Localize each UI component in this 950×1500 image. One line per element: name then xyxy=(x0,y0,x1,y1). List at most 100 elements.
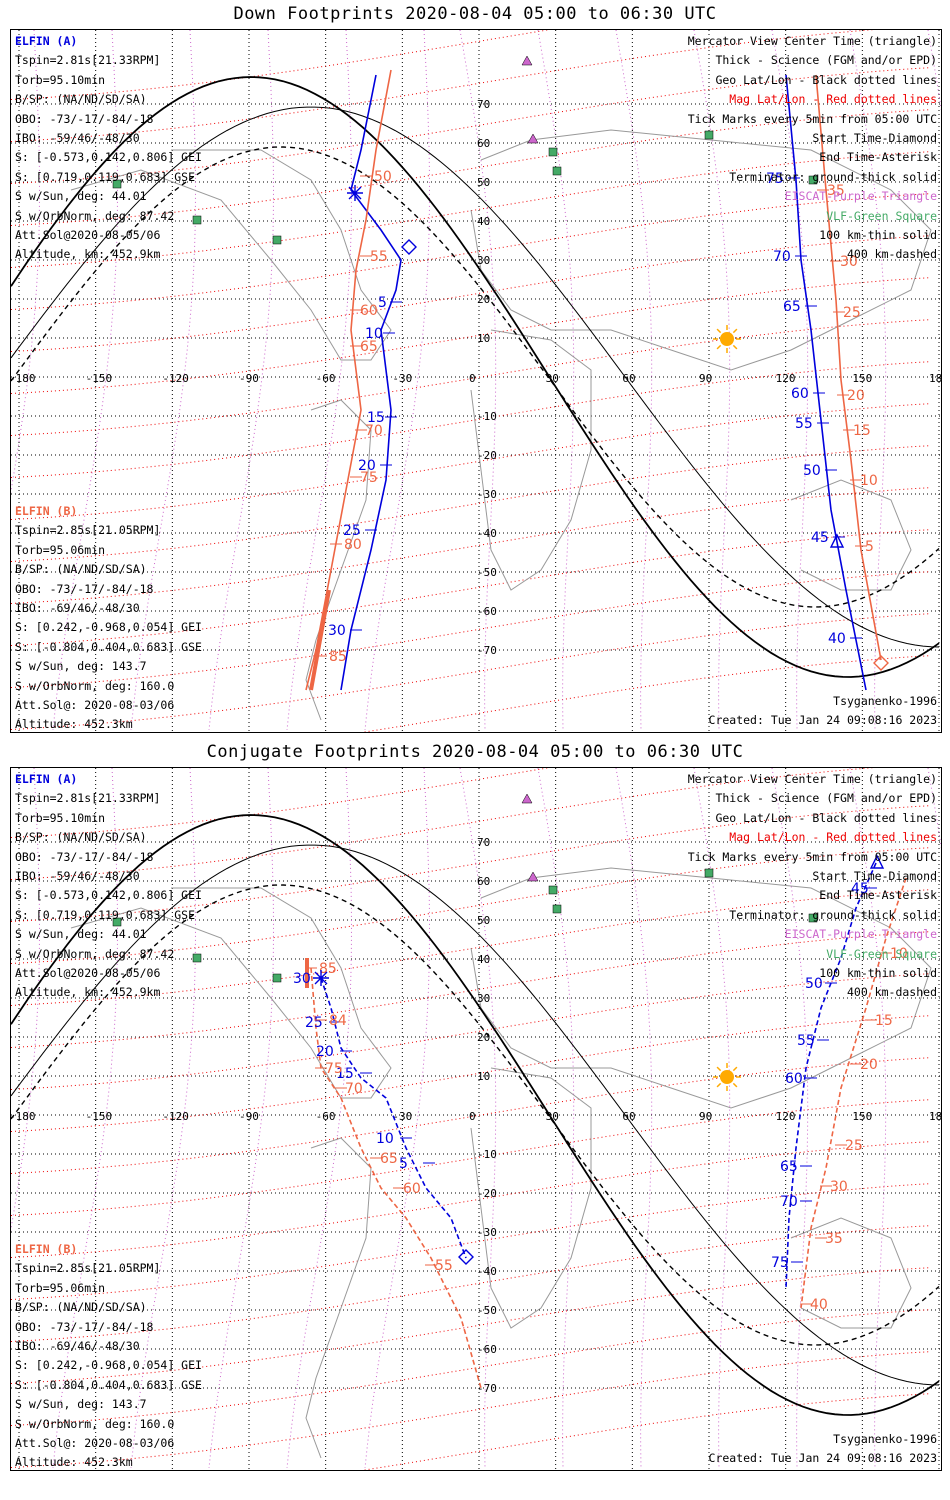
tick-label: 50 xyxy=(374,169,392,185)
coastline xyxy=(790,1217,912,1329)
tick-label: 85 xyxy=(329,649,347,665)
tick-label: 20 xyxy=(316,1044,334,1060)
mag-meridian xyxy=(364,768,431,1469)
ground-sites xyxy=(112,55,818,245)
legend-item: EISCAT-Purple Triangle xyxy=(784,189,937,204)
mag-meridian xyxy=(849,30,887,731)
down-b-west-ticks: 50 55 60 65 70 75 80 85 xyxy=(315,169,392,665)
coastline xyxy=(470,329,592,591)
tick-label: 30 xyxy=(840,254,858,270)
mag-meridian xyxy=(459,768,497,1469)
tick-label: 45 xyxy=(851,881,869,897)
elfin-b-info-line: Torb=95.06min xyxy=(15,1280,106,1295)
elfin-a-track-west xyxy=(320,977,467,1259)
tick-label: 75 xyxy=(771,1255,789,1271)
tick-label: 40 xyxy=(828,631,846,647)
down-footprints-title: Down Footprints 2020-08-04 05:00 to 06:3… xyxy=(233,4,717,24)
elfin-a-info-line: S w/Sun, deg: 44.01 xyxy=(15,189,147,204)
mag-meridian xyxy=(615,768,653,1469)
tick-label: 60 xyxy=(360,303,378,319)
lat-label: -50 xyxy=(477,1304,497,1317)
tick-label: 60 xyxy=(791,386,809,402)
tick-label: 30 xyxy=(328,623,346,639)
legend-item: End Time-Asterisk xyxy=(819,888,937,903)
tick-label: 35 xyxy=(825,1231,843,1247)
tick-label: 75 xyxy=(360,470,378,486)
tick-label: 55 xyxy=(797,1033,815,1049)
tick-label: 65 xyxy=(780,1159,798,1175)
legend-item: Terminator: ground-thick solid xyxy=(729,169,937,184)
lon-label: -120 xyxy=(162,372,189,385)
elfin-a-start-diamond xyxy=(401,239,417,255)
axis-labels: -180 -150 -120 -90 -60 -30 0 30 60 90 120 150 180 70 6… xyxy=(11,836,941,1395)
tick-label: 10 xyxy=(376,1131,394,1147)
lat-label: -40 xyxy=(477,1265,497,1278)
elfin-b-info-line: S w/OrbNorm, deg: 160.0 xyxy=(15,1416,175,1431)
elfin-a-end-asterisk xyxy=(313,970,329,986)
terminator-ground xyxy=(11,814,940,1416)
tick-label: 30 xyxy=(830,1179,848,1195)
mag-meridian xyxy=(52,768,119,1469)
vlf-square xyxy=(704,130,714,140)
lon-label: 180 xyxy=(929,1110,941,1123)
terminator-100km xyxy=(11,106,940,648)
lat-label: -10 xyxy=(477,410,497,423)
terminator-400km xyxy=(11,146,940,608)
terminator xyxy=(11,76,940,678)
legend-item: 400 km-dashed xyxy=(846,985,937,1000)
elfin-a-track-east xyxy=(785,74,867,691)
elfin-b-info-line: S w/Sun, deg: 143.7 xyxy=(15,659,147,674)
legend-item: Tick Marks every 5min from 05:00 UTC xyxy=(687,849,937,864)
legend-item: End Time-Asterisk xyxy=(819,150,937,165)
vlf-square xyxy=(272,973,282,983)
elfin-a-end-asterisk xyxy=(347,185,363,201)
tick-label: 5 xyxy=(865,539,874,555)
lat-label: 20 xyxy=(477,293,490,306)
lon-label: -90 xyxy=(239,1110,259,1123)
tick-label: 20 xyxy=(860,1057,878,1073)
lon-label: 90 xyxy=(699,1110,712,1123)
model-name: Tsyganenko-1996 xyxy=(833,1432,937,1446)
legend-item: Mag Lat/Lon - Red dotted lines xyxy=(729,830,937,845)
model-name: Tsyganenko-1996 xyxy=(833,694,937,708)
tick-label: 20 xyxy=(358,458,376,474)
map-footer: Tsyganenko-1996 Created: Tue Jan 24 09:08… xyxy=(709,692,937,730)
tick-label: 15 xyxy=(367,410,385,426)
legend-item: Start Time-Diamond xyxy=(812,869,937,884)
lon-label: -150 xyxy=(86,372,113,385)
map-footer: Tsyganenko-1996 Created: Tue Jan 24 09:08… xyxy=(709,1430,937,1468)
elfin-b-info-line: Altitude: 452.3km xyxy=(15,717,133,732)
axis-labels: -180 -150 -120 -90 -60 -30 0 30 60 90 120 150 180 70 6… xyxy=(11,98,941,657)
mag-meridian xyxy=(130,768,197,1469)
elfin-b-info: ELFIN (B) Tspin=2.85s[21.05RPM] Torb=95.06… xyxy=(15,502,202,732)
elfin-a-info-line: S: [-0.573,0.142,0.806] GEI xyxy=(15,888,202,903)
down-footprints-map: -180 -150 -120 -90 -60 -30 0 30 60 90 120 150 180 70 6… xyxy=(10,29,942,733)
elfin-a-info-line: OBO: -73/-17/-84/-18 xyxy=(15,849,154,864)
coastline xyxy=(470,129,932,371)
mag-meridian xyxy=(849,768,887,1469)
tick-label: 15 xyxy=(336,1066,354,1082)
lat-label: 20 xyxy=(477,1031,490,1044)
lon-label: 150 xyxy=(852,1110,872,1123)
legend-item: Thick - Science (FGM and/or EPD) xyxy=(715,791,937,806)
lon-label: -30 xyxy=(392,1110,412,1123)
tick-label: 25 xyxy=(843,305,861,321)
conj-a-east-ticks: 45 50 55 60 65 70 75 xyxy=(771,881,877,1271)
mag-meridian xyxy=(286,768,353,1469)
legend-item: 400 km-dashed xyxy=(846,247,937,262)
elfin-b-info-line: IBO: -69/46/-48/30 xyxy=(15,601,140,616)
tick-label: 70 xyxy=(773,249,791,265)
elfin-a-track-west xyxy=(340,74,402,691)
legend-item: EISCAT-Purple Triangle xyxy=(784,927,937,942)
lat-label: -40 xyxy=(477,527,497,540)
elfin-a-header: ELFIN (A) xyxy=(15,34,78,48)
elfin-a-header: ELFIN (A) xyxy=(15,772,78,786)
ground-sites xyxy=(112,793,818,983)
elfin-b-info-line: OBO: -73/-17/-84/-18 xyxy=(15,1319,154,1334)
elfin-a-info: ELFIN (A) Tspin=2.81s[21.33RPM] Torb=95.10… xyxy=(15,770,202,1003)
mag-meridian xyxy=(693,30,731,731)
tick-label: 55 xyxy=(370,249,388,265)
lon-label: 60 xyxy=(622,372,635,385)
lon-label: 120 xyxy=(776,372,796,385)
vlf-square xyxy=(548,885,558,895)
